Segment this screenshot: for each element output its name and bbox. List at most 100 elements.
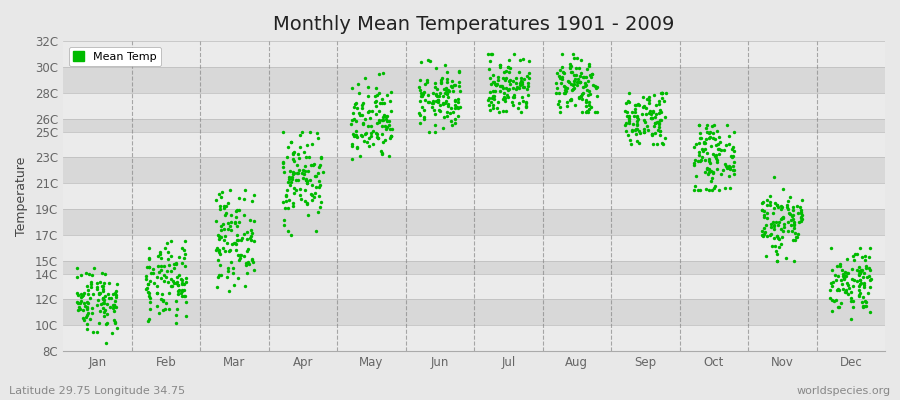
Point bbox=[698, 157, 712, 164]
Point bbox=[212, 236, 226, 242]
Point bbox=[367, 99, 382, 105]
Point bbox=[557, 83, 572, 89]
Point bbox=[777, 221, 791, 227]
Point bbox=[95, 295, 110, 302]
Point bbox=[482, 66, 496, 73]
Legend: Mean Temp: Mean Temp bbox=[68, 47, 161, 66]
Point bbox=[705, 175, 719, 181]
Point bbox=[382, 152, 397, 159]
Point bbox=[238, 231, 252, 237]
Point bbox=[436, 100, 451, 107]
Point bbox=[413, 112, 428, 118]
Point bbox=[622, 90, 636, 97]
Point bbox=[428, 107, 442, 113]
Point bbox=[572, 65, 586, 72]
Point bbox=[621, 113, 635, 119]
Point bbox=[622, 120, 636, 126]
Point bbox=[520, 82, 535, 89]
Point bbox=[428, 65, 443, 72]
Point bbox=[141, 318, 156, 324]
Point bbox=[80, 321, 94, 328]
Point bbox=[571, 55, 585, 62]
Point bbox=[97, 313, 112, 320]
Point bbox=[447, 115, 462, 122]
Point bbox=[310, 169, 325, 176]
Point bbox=[284, 179, 298, 185]
Point bbox=[863, 244, 878, 251]
Point bbox=[652, 110, 666, 116]
Point bbox=[421, 57, 436, 64]
Bar bbox=[63, 300, 885, 325]
Point bbox=[702, 186, 716, 193]
Point bbox=[212, 272, 226, 278]
Point bbox=[837, 274, 851, 281]
Point bbox=[830, 287, 844, 293]
Point bbox=[311, 178, 326, 185]
Point bbox=[428, 98, 443, 104]
Point bbox=[232, 252, 247, 258]
Point bbox=[854, 266, 868, 273]
Point bbox=[520, 80, 535, 86]
Point bbox=[224, 212, 238, 218]
Point bbox=[557, 90, 572, 96]
Point bbox=[439, 87, 454, 94]
Point bbox=[448, 82, 463, 88]
Point bbox=[177, 281, 192, 287]
Point bbox=[574, 96, 589, 102]
Point bbox=[629, 118, 643, 125]
Point bbox=[179, 278, 194, 285]
Point bbox=[695, 146, 709, 152]
Point bbox=[431, 99, 446, 105]
Point bbox=[766, 221, 780, 228]
Point bbox=[228, 220, 242, 226]
Point bbox=[710, 159, 724, 165]
Point bbox=[619, 119, 634, 126]
Point bbox=[345, 141, 359, 147]
Point bbox=[435, 75, 449, 81]
Point bbox=[141, 256, 156, 263]
Point bbox=[521, 92, 535, 98]
Point bbox=[645, 108, 660, 114]
Point bbox=[824, 287, 838, 294]
Point bbox=[376, 111, 391, 118]
Point bbox=[840, 270, 854, 276]
Point bbox=[840, 256, 854, 262]
Point bbox=[520, 73, 535, 80]
Point bbox=[767, 222, 781, 229]
Point bbox=[223, 259, 238, 266]
Point bbox=[372, 108, 386, 114]
Point bbox=[786, 207, 800, 214]
Point bbox=[375, 138, 390, 145]
Point bbox=[655, 140, 670, 146]
Point bbox=[175, 287, 189, 294]
Point bbox=[687, 144, 701, 150]
Point bbox=[302, 177, 317, 184]
Point bbox=[350, 133, 365, 140]
Point bbox=[100, 301, 114, 308]
Point bbox=[787, 258, 801, 264]
Point bbox=[142, 264, 157, 270]
Point bbox=[644, 132, 659, 138]
Point bbox=[96, 297, 111, 303]
Point bbox=[280, 187, 294, 194]
Point bbox=[447, 102, 462, 108]
Point bbox=[503, 77, 517, 83]
Point bbox=[164, 253, 178, 259]
Point bbox=[861, 265, 876, 271]
Point bbox=[517, 76, 531, 83]
Point bbox=[564, 69, 579, 75]
Point bbox=[850, 267, 865, 274]
Point bbox=[846, 283, 860, 290]
Point bbox=[506, 84, 520, 91]
Point bbox=[373, 100, 387, 106]
Point bbox=[287, 185, 302, 191]
Point bbox=[755, 228, 770, 234]
Point bbox=[291, 151, 305, 157]
Point bbox=[570, 79, 584, 85]
Point bbox=[428, 122, 443, 128]
Point bbox=[87, 264, 102, 271]
Point bbox=[153, 267, 167, 274]
Point bbox=[79, 314, 94, 320]
Point bbox=[161, 249, 176, 255]
Point bbox=[787, 219, 801, 225]
